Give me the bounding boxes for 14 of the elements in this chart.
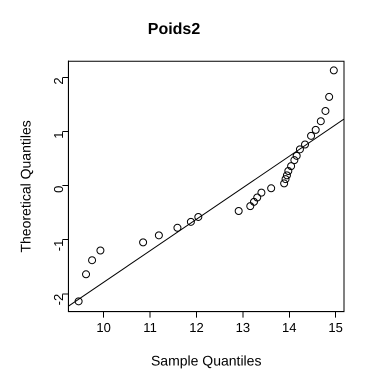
y-tick-label: -2: [50, 294, 66, 306]
y-tick-label: 1: [50, 132, 66, 139]
x-axis-title: Sample Quantiles: [150, 352, 262, 368]
y-axis-title: Theoretical Quantiles: [17, 120, 34, 253]
x-tick-label: 12: [189, 320, 204, 335]
y-tick-label: -1: [50, 240, 66, 252]
x-tick-label: 15: [328, 320, 343, 335]
x-tick-label: 14: [282, 320, 296, 335]
x-tick-label: 10: [96, 320, 111, 335]
chart-title: Poids2: [148, 21, 200, 38]
x-tick-label: 13: [236, 320, 250, 335]
y-tick-label: 2: [50, 77, 66, 85]
y-tick-label: 0: [50, 186, 66, 193]
x-tick-label: 11: [143, 320, 157, 335]
